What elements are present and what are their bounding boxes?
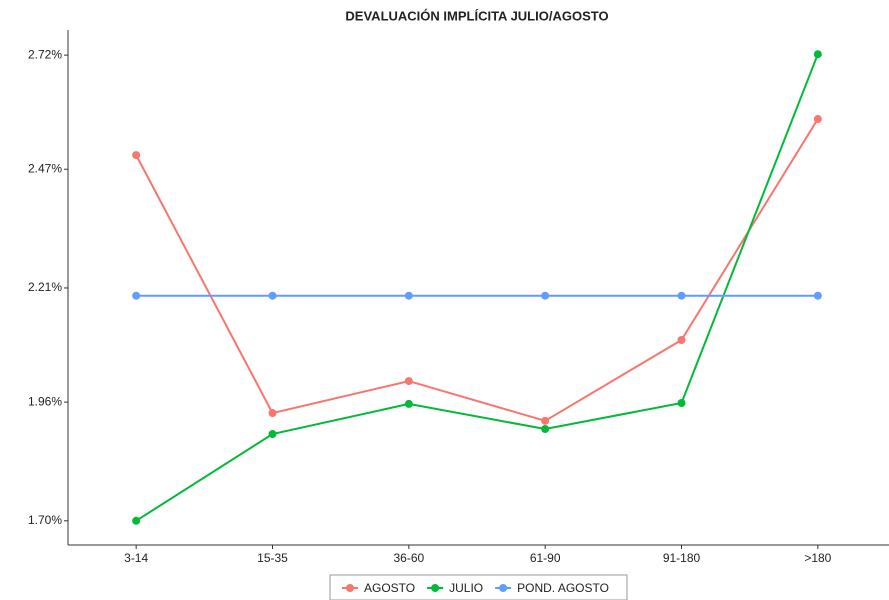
data-point [132, 151, 141, 160]
legend-key [499, 584, 508, 592]
y-tick-label: 2.21% [28, 280, 62, 294]
x-tick-label: >180 [804, 551, 831, 565]
y-tick-label: 1.96% [28, 394, 62, 408]
series-line [135, 53, 819, 522]
data-point [813, 50, 822, 59]
data-point [268, 291, 277, 300]
legend-label: AGOSTO [364, 581, 415, 595]
data-point [677, 336, 686, 345]
legend-key [431, 584, 440, 592]
data-point [268, 409, 277, 418]
x-tick-label: 91-180 [663, 551, 701, 565]
x-tick-label: 3-14 [124, 551, 148, 565]
y-tick-label: 2.47% [28, 161, 62, 175]
data-point [132, 516, 141, 525]
data-point [404, 399, 413, 408]
x-tick-label: 36-60 [393, 551, 424, 565]
x-tick-label: 15-35 [257, 551, 288, 565]
chart-title: DEVALUACIÓN IMPLÍCITA JULIO/AGOSTO [345, 8, 608, 23]
data-point [541, 291, 550, 300]
data-point [677, 399, 686, 408]
data-point [541, 416, 550, 425]
data-point [404, 377, 413, 386]
data-point [132, 291, 141, 300]
legend-box [329, 574, 628, 600]
legend-key [346, 584, 354, 592]
data-point [813, 115, 822, 124]
data-point [404, 291, 413, 300]
y-tick-label: 2.72% [28, 47, 62, 61]
data-point [813, 291, 822, 300]
legend-label: JULIO [449, 581, 483, 595]
data-point [677, 291, 686, 300]
legend-label: POND. AGOSTO [517, 581, 609, 595]
x-tick-label: 61-90 [530, 551, 561, 565]
series-line [135, 118, 819, 422]
y-tick-label: 1.70% [28, 513, 62, 527]
data-point [268, 430, 277, 439]
data-point [541, 425, 550, 434]
